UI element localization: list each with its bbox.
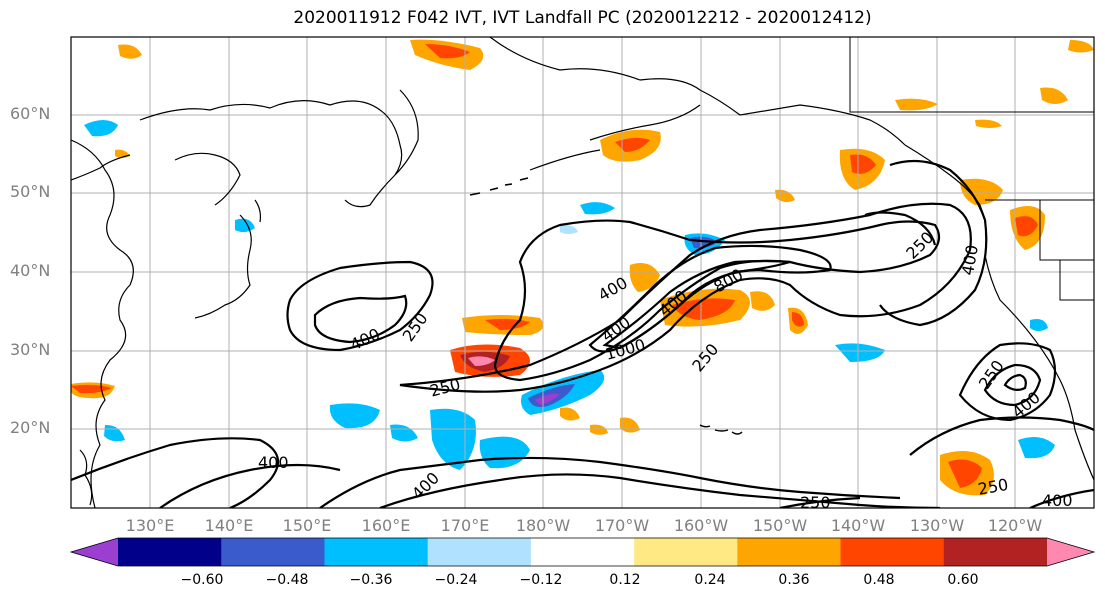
- colorbar-tick: 0.24: [694, 572, 726, 588]
- colorbar-segment: [530, 538, 635, 566]
- map-frame: [70, 36, 1095, 509]
- lon-label: 120°W: [987, 516, 1043, 535]
- colorbar-tick: −0.12: [519, 572, 563, 588]
- colorbar-segment: [118, 538, 222, 566]
- colorbar-segment: [943, 538, 1048, 566]
- colorbar-segment: [634, 538, 738, 566]
- colorbar-segment: [427, 538, 532, 566]
- lon-label: 140°E: [204, 516, 254, 535]
- colorbar-outline: [69, 537, 1096, 567]
- lat-label: 60°N: [10, 104, 51, 123]
- colorbar-tick: 0.36: [778, 572, 810, 588]
- colorbar-tick: 0.48: [863, 572, 895, 588]
- lat-label: 40°N: [10, 261, 51, 280]
- colorbar-extend-high: [1047, 538, 1094, 566]
- graticule: [71, 37, 1094, 508]
- colorbar-tick: 0.12: [609, 572, 641, 588]
- contour-label: 250: [800, 493, 831, 512]
- colorbar-segment: [840, 538, 945, 566]
- colorbar-segment: [737, 538, 842, 566]
- lon-label: 130°E: [125, 516, 175, 535]
- lon-label: 150°W: [752, 516, 808, 535]
- contour-label: 400: [258, 453, 289, 472]
- lon-label: 170°W: [594, 516, 650, 535]
- colorbar: [69, 537, 1096, 567]
- lon-label: 130°W: [909, 516, 965, 535]
- colorbar-tick: −0.60: [180, 572, 224, 588]
- colorbar-tick: 0.60: [947, 572, 979, 588]
- colorbar-tick: −0.48: [265, 572, 309, 588]
- lon-label: 160°W: [673, 516, 729, 535]
- lat-label: 20°N: [10, 418, 51, 437]
- lon-label: 180°W: [515, 516, 571, 535]
- map-title: 2020011912 F042 IVT, IVT Landfall PC (20…: [293, 8, 872, 28]
- lon-label: 150°E: [282, 516, 332, 535]
- lon-label: 170°E: [440, 516, 490, 535]
- contour-label: 400: [1042, 491, 1073, 510]
- coastlines: [71, 37, 1094, 508]
- colorbar-segment: [324, 538, 429, 566]
- colorbar-segment: [221, 538, 325, 566]
- lon-label: 160°E: [361, 516, 411, 535]
- lon-label: 140°W: [830, 516, 886, 535]
- lat-label: 30°N: [10, 340, 51, 359]
- colorbar-extend-low: [71, 538, 118, 566]
- ivt-contours: [71, 159, 1094, 508]
- colorbar-tick: −0.24: [434, 572, 478, 588]
- colorbar-tick: −0.36: [349, 572, 393, 588]
- lat-label: 50°N: [10, 182, 51, 201]
